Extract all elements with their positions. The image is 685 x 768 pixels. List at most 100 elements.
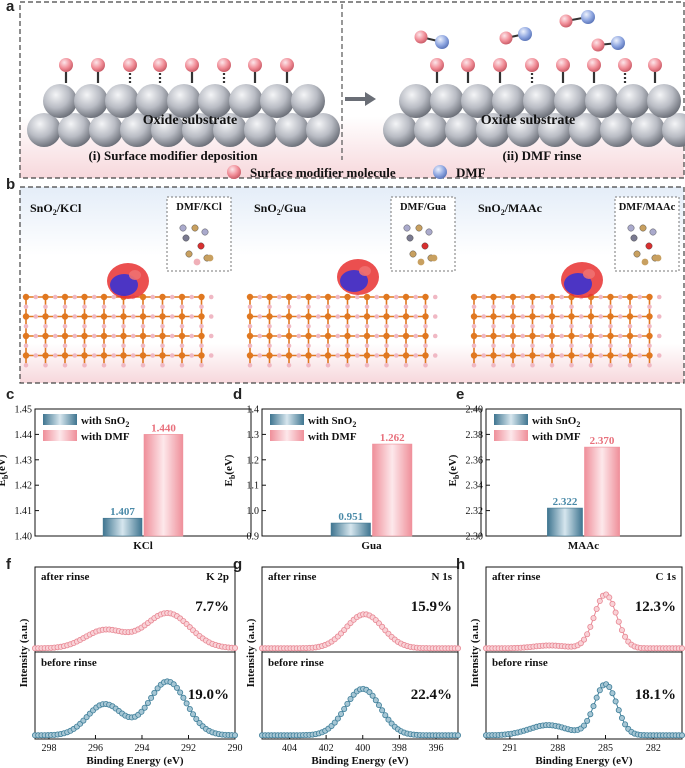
bar-with-dmf bbox=[584, 446, 620, 537]
o-atom bbox=[33, 353, 39, 358]
panel-label-h: h bbox=[456, 556, 466, 573]
sn-atom bbox=[383, 293, 390, 301]
o-atom bbox=[111, 294, 117, 300]
dmf-molecules-floating bbox=[414, 10, 625, 52]
sn-atom bbox=[490, 313, 497, 320]
o-atom bbox=[111, 353, 117, 358]
x-tick-label: 398 bbox=[392, 743, 407, 754]
charge-density-red bbox=[359, 266, 371, 276]
substrate-atom bbox=[275, 113, 309, 147]
legend-dmf-label: DMF bbox=[456, 165, 486, 180]
sn-atom bbox=[324, 332, 332, 340]
sn-atom bbox=[324, 293, 332, 301]
o-atom bbox=[549, 362, 555, 368]
before-rinse-point bbox=[587, 711, 594, 718]
o-atom bbox=[276, 314, 282, 319]
o-atom bbox=[296, 314, 302, 319]
o-atom bbox=[325, 343, 331, 349]
sn-atom bbox=[198, 313, 205, 320]
o-atom bbox=[267, 323, 272, 329]
o-atom bbox=[257, 353, 263, 358]
o-atom bbox=[374, 294, 380, 300]
before-rinse-point bbox=[338, 710, 345, 717]
o-atom bbox=[345, 304, 350, 310]
sn-atom bbox=[587, 352, 595, 359]
sn-atom bbox=[470, 293, 478, 301]
core-level-label: N 1s bbox=[432, 571, 453, 583]
substrate-atom bbox=[585, 84, 619, 118]
o-atom bbox=[500, 353, 506, 358]
o-atom bbox=[296, 333, 302, 339]
sn-atom bbox=[266, 313, 273, 320]
o-atom bbox=[432, 353, 438, 358]
substrate-atom bbox=[507, 113, 541, 147]
legend-modifier-icon bbox=[227, 165, 241, 179]
before-rinse-point bbox=[593, 694, 600, 701]
after-rinse-point bbox=[679, 645, 685, 652]
o-atom bbox=[101, 304, 107, 310]
o-atom bbox=[432, 314, 438, 319]
x-tick-label: 292 bbox=[181, 743, 196, 754]
sn-atom bbox=[159, 352, 166, 359]
inset-atom bbox=[430, 254, 438, 262]
o-atom bbox=[393, 353, 399, 358]
inset-title: DMF/Gua bbox=[400, 202, 447, 213]
o-atom bbox=[510, 304, 516, 310]
x-axis-label: Binding Energy (eV) bbox=[311, 755, 409, 767]
before-rinse-point bbox=[375, 702, 382, 709]
tile-title-main: SnO bbox=[254, 201, 277, 215]
o-atom bbox=[617, 314, 623, 319]
y-label-sub: b bbox=[228, 474, 237, 479]
sn-atom bbox=[529, 332, 536, 340]
o-atom bbox=[500, 314, 506, 319]
bar-chart-c: 1.401.411.421.431.441.45Eb(eV)KCl1.4071.… bbox=[0, 405, 252, 552]
modifier-molecule bbox=[123, 58, 137, 72]
sn-atom bbox=[324, 313, 332, 320]
o-atom bbox=[588, 343, 594, 349]
o-atom bbox=[432, 333, 438, 339]
after-rinse-point bbox=[593, 605, 600, 612]
o-atom bbox=[286, 304, 292, 310]
modifier-molecules-left bbox=[59, 58, 294, 83]
before-rinse-point bbox=[382, 712, 389, 719]
dmf-molecule bbox=[435, 35, 449, 49]
before-rinse-point bbox=[385, 716, 392, 723]
o-atom bbox=[160, 362, 165, 368]
sn-atom bbox=[42, 352, 49, 359]
o-atom bbox=[208, 333, 214, 339]
legend-label-dmf: with DMF bbox=[81, 431, 130, 443]
o-atom bbox=[189, 353, 195, 358]
dft-tile-2: SnO2/Gua DMF/Gua bbox=[246, 196, 456, 368]
o-atom bbox=[374, 314, 380, 319]
after-rinse-point bbox=[584, 631, 591, 638]
o-atom bbox=[559, 333, 565, 339]
o-atom bbox=[208, 294, 214, 300]
x-tick-label: 282 bbox=[646, 743, 661, 754]
o-atom bbox=[539, 294, 545, 300]
sn-atom bbox=[548, 332, 556, 340]
charge-density-red bbox=[129, 270, 141, 280]
o-atom bbox=[179, 362, 185, 368]
o-atom bbox=[608, 323, 613, 329]
o-atom bbox=[335, 333, 341, 339]
o-atom bbox=[627, 362, 633, 368]
o-atom bbox=[247, 362, 253, 368]
sn-atom bbox=[246, 293, 254, 301]
dmf-pink-end bbox=[499, 31, 513, 45]
substrate-atom bbox=[120, 113, 154, 147]
binding-energy-charts: 1.401.411.421.431.441.45Eb(eV)KCl1.4071.… bbox=[0, 405, 682, 552]
legend-label-sno2: with SnO2 bbox=[532, 415, 580, 429]
before-rinse-point bbox=[231, 732, 238, 739]
sn-atom bbox=[626, 352, 634, 359]
o-atom bbox=[637, 353, 643, 358]
o-atom bbox=[471, 343, 477, 349]
o-atom bbox=[423, 304, 428, 310]
before-rinse-point bbox=[148, 694, 155, 701]
substrate-atom bbox=[89, 113, 123, 147]
after-rinse-point bbox=[590, 615, 597, 622]
before-rinse-point bbox=[590, 703, 597, 710]
o-atom bbox=[130, 333, 136, 339]
sn-atom bbox=[383, 352, 390, 359]
dmf-pink-end bbox=[559, 14, 573, 28]
sn-atom bbox=[422, 352, 429, 359]
